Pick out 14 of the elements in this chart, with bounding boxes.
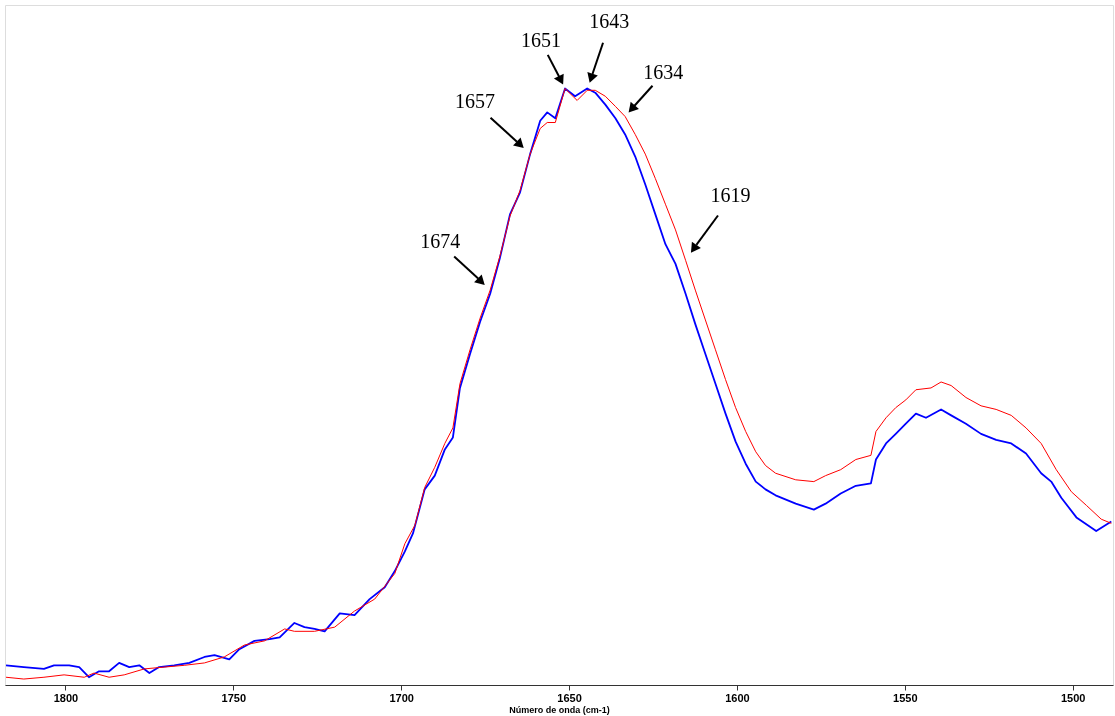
annotation: 1643	[589, 10, 630, 33]
x-tick-label: 1600	[725, 691, 750, 704]
x-tick-label: 1550	[893, 691, 918, 704]
annotation: 1651	[521, 28, 562, 51]
x-tick-label: 1800	[53, 691, 79, 704]
x-tick-label: 1750	[221, 691, 247, 704]
x-axis-title: Número de onda (cm-1)	[509, 704, 610, 715]
annotation: 1634	[643, 60, 684, 83]
x-tick-label: 1650	[557, 691, 582, 704]
x-tick-label: 1500	[1060, 691, 1086, 704]
x-tick-label: 1700	[389, 691, 414, 704]
annotation: 1674	[420, 230, 461, 253]
annotation: 1657	[455, 90, 496, 113]
annotation: 1619	[710, 184, 751, 207]
